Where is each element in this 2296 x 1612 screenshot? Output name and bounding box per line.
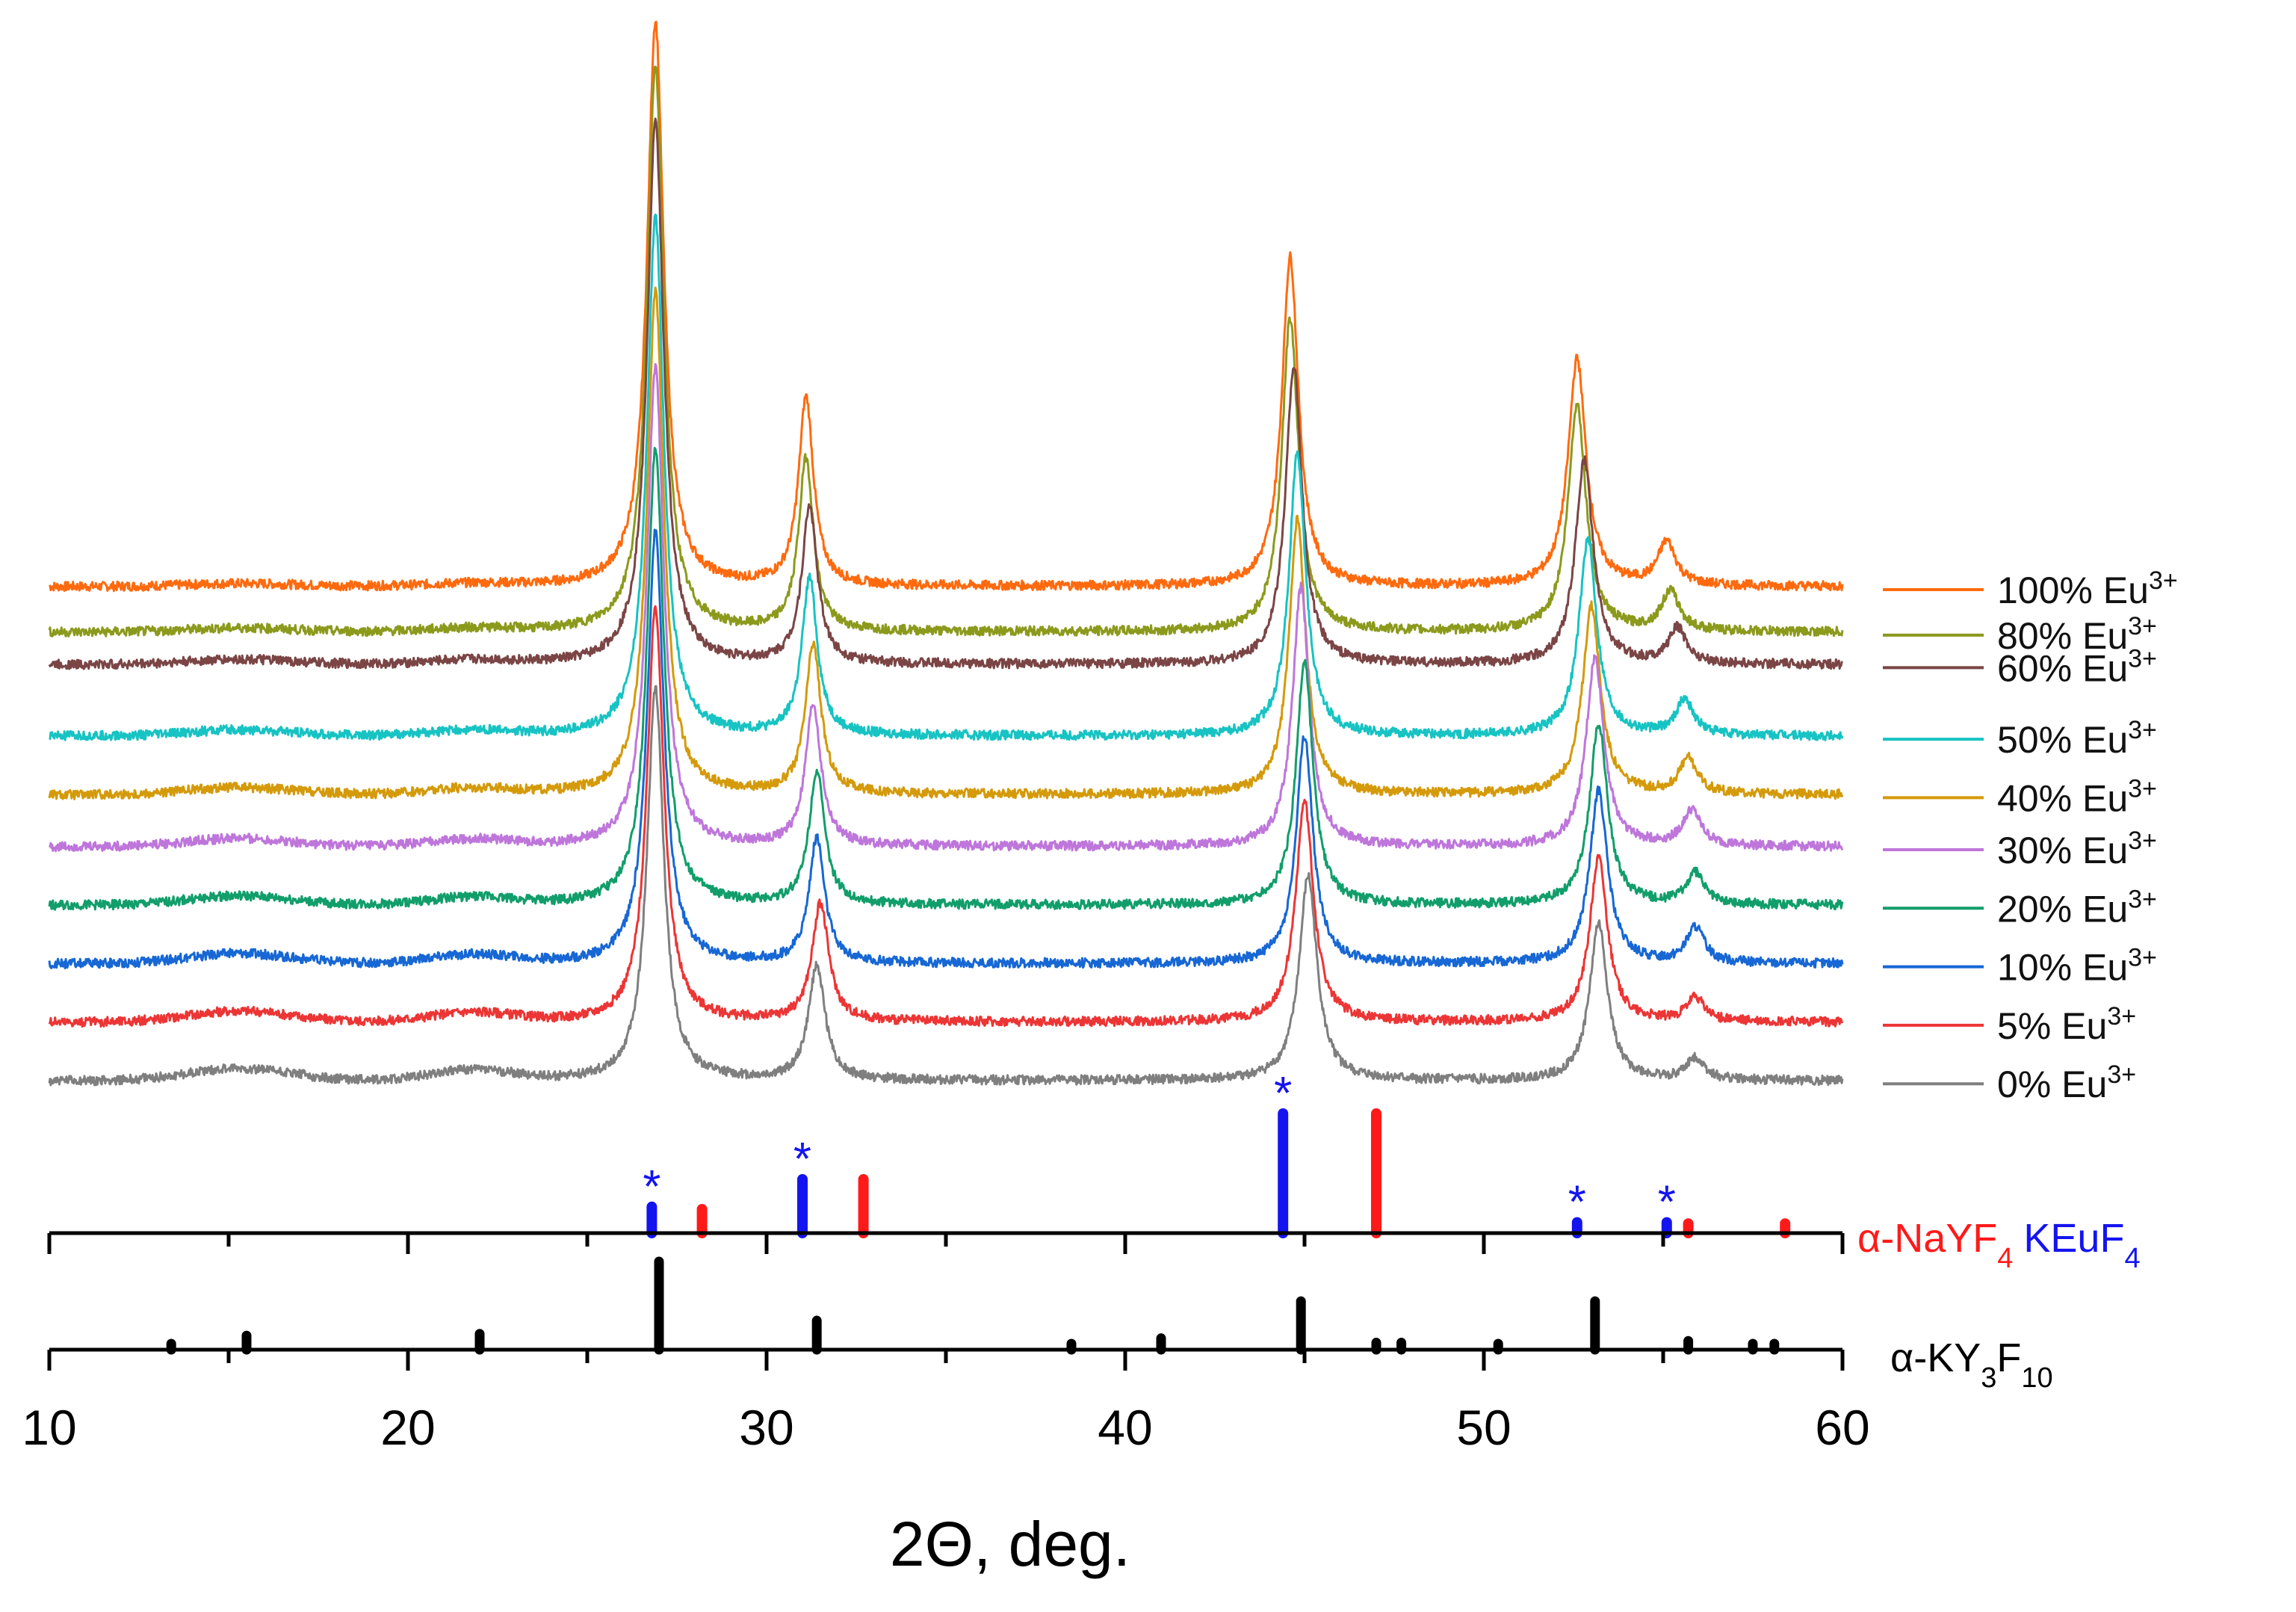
x-tick-label: 20 bbox=[380, 1400, 435, 1455]
legend-label: 60% Eu3+ bbox=[1997, 644, 2157, 689]
trace-50-eu bbox=[49, 213, 1844, 741]
x-tick-label: 30 bbox=[739, 1400, 793, 1455]
legend-label: 100% Eu3+ bbox=[1997, 566, 2178, 611]
trace-30-eu bbox=[48, 362, 1844, 853]
x-tick-label: 40 bbox=[1098, 1400, 1152, 1455]
trace-0-eu bbox=[48, 685, 1844, 1087]
phase-marker: * bbox=[643, 1161, 660, 1213]
trace-40-eu bbox=[48, 286, 1844, 800]
trace-10-eu bbox=[48, 528, 1844, 969]
x-axis-title: 2Θ, deg. bbox=[890, 1509, 1130, 1579]
reference-legend-upper: α-NaYF4 KEuF4 bbox=[1857, 1216, 2141, 1274]
trace-20-eu bbox=[48, 447, 1844, 911]
legend-label: 10% Eu3+ bbox=[1997, 944, 2157, 989]
legend-label: 30% Eu3+ bbox=[1997, 827, 2157, 871]
trace-100-eu bbox=[48, 20, 1844, 593]
legend-label: 50% Eu3+ bbox=[1997, 716, 2157, 761]
x-axis: 10 20 30 40 50 60 bbox=[22, 1231, 1870, 1455]
x-tick-label: 60 bbox=[1815, 1400, 1869, 1455]
legend-label: 20% Eu3+ bbox=[1997, 885, 2157, 930]
x-tick-label: 50 bbox=[1456, 1400, 1511, 1455]
legend-label: 80% Eu3+ bbox=[1997, 612, 2157, 657]
phase-marker: * bbox=[793, 1134, 811, 1185]
trace-80-eu bbox=[48, 65, 1844, 637]
reference-patterns: * * * * * α-NaYF4 KEuF4 α-KY3F10 bbox=[166, 1068, 2141, 1394]
legend-label: 0% Eu3+ bbox=[1997, 1060, 2136, 1105]
legend-label: 5% Eu3+ bbox=[1997, 1002, 2136, 1047]
reference-legend-lower: α-KY3F10 bbox=[1890, 1335, 2053, 1394]
trace-5-eu bbox=[48, 605, 1844, 1028]
legend-label: 40% Eu3+ bbox=[1997, 774, 2157, 819]
x-tick-label: 10 bbox=[22, 1400, 76, 1455]
phase-marker: * bbox=[1568, 1177, 1586, 1229]
trace-60-eu bbox=[48, 117, 1843, 670]
phase-marker: * bbox=[1658, 1177, 1676, 1229]
legend: 100% Eu3+80% Eu3+60% Eu3+ 50% Eu3+ 40% Eu3… bbox=[1883, 566, 2178, 1105]
diffraction-traces bbox=[48, 20, 1844, 1087]
phase-marker: * bbox=[1274, 1068, 1292, 1120]
